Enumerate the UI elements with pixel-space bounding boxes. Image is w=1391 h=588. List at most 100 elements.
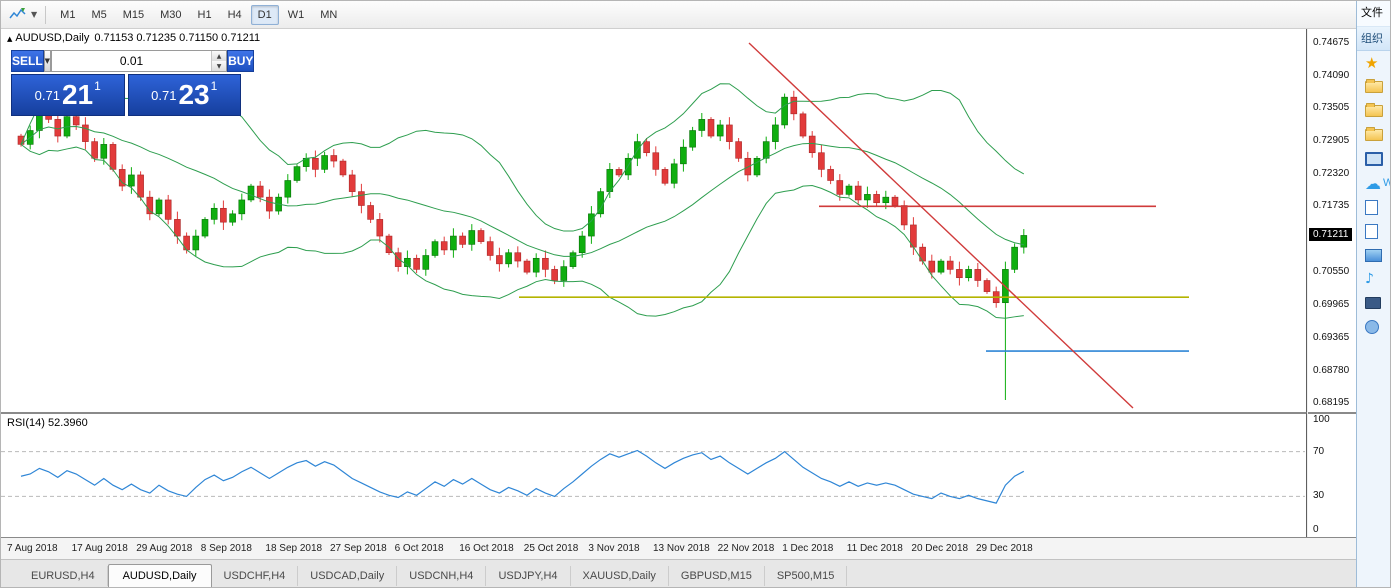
sidebar-item[interactable]: ♪: [1357, 267, 1390, 291]
chart-profile-icon[interactable]: [7, 6, 29, 24]
date-axis-label: 17 Aug 2018: [71, 543, 128, 554]
timeframe-button-h1[interactable]: H1: [197, 8, 212, 21]
chart-tab-usdjpy-h4[interactable]: USDJPY,H4: [486, 566, 571, 586]
date-axis-label: 11 Dec 2018: [846, 543, 903, 554]
sell-button[interactable]: SELL: [11, 50, 44, 72]
timeframe-button-m15[interactable]: M15: [122, 8, 145, 21]
timeframe-button-m1[interactable]: M1: [60, 8, 76, 21]
chart-title: ▲ AUDUSD,Daily 0.71153 0.71235 0.71150 0.7…: [7, 32, 260, 44]
buy-button[interactable]: BUY: [227, 50, 255, 72]
price-axis-label: 0.68195: [1313, 397, 1350, 408]
dropdown-caret-icon[interactable]: ▼: [31, 10, 38, 19]
document-icon: [1365, 223, 1378, 239]
date-axis-label: 16 Oct 2018: [459, 543, 514, 554]
sidebar-item[interactable]: [1357, 195, 1390, 219]
date-axis-label: 18 Sep 2018: [265, 543, 323, 554]
sidebar-item[interactable]: [1357, 123, 1390, 147]
date-axis-label: 8 Sep 2018: [200, 543, 252, 554]
rsi-axis-label: 100: [1313, 414, 1330, 425]
ohlc-values: 0.71153 0.71235 0.71150 0.71211: [94, 32, 261, 44]
date-axis-label: 1 Dec 2018: [782, 543, 834, 554]
date-axis-label: 29 Aug 2018: [136, 543, 193, 554]
explorer-nav-items: ★ ☁W ♪: [1357, 51, 1390, 339]
chart-area[interactable]: ▲ AUDUSD,Daily 0.71153 0.71235 0.71150 0.7…: [1, 29, 1307, 412]
sidebar-item[interactable]: [1357, 219, 1390, 243]
timeframe-button-m5[interactable]: M5: [91, 8, 107, 21]
buy-price-button[interactable]: 0.71 23 1: [127, 74, 241, 116]
sell-price-button[interactable]: 0.71 21 1: [11, 74, 125, 116]
timeframe-button-d1[interactable]: D1: [250, 4, 279, 25]
pictures-icon: [1365, 248, 1382, 262]
explorer-organize-button[interactable]: 组织: [1357, 27, 1390, 51]
chart-tab-audusd-daily[interactable]: AUDUSD,Daily: [107, 564, 212, 587]
chart-tab-bar: EURUSD,H4 AUDUSD,Daily USDCHF,H4 USDCAD,Dai…: [1, 559, 1356, 587]
volume-input[interactable]: [52, 51, 212, 71]
explorer-sidebar: 文件 组织 ★ ☁W ♪: [1356, 1, 1390, 587]
chart-tab-eurusd-h4[interactable]: EURUSD,H4: [19, 566, 108, 586]
sidebar-item[interactable]: [1357, 147, 1390, 171]
sidebar-item[interactable]: [1357, 243, 1390, 267]
chart-tab-usdchf-h4[interactable]: USDCHF,H4: [212, 566, 299, 586]
price-axis-label: 0.71735: [1313, 200, 1350, 212]
folder-icon: [1365, 103, 1383, 117]
price-axis[interactable]: 0.71211 0.74675 0.74090 0.73505 0.72905 0.72…: [1308, 29, 1356, 412]
rsi-axis-label: 70: [1313, 445, 1325, 457]
sell-price-sup: 1: [94, 79, 101, 93]
rsi-canvas[interactable]: [1, 414, 1305, 537]
timeframe-button-h4[interactable]: H4: [227, 8, 242, 21]
price-axis-label: 0.74675: [1313, 37, 1350, 48]
volume-increase-button[interactable]: ▲: [212, 51, 227, 61]
date-axis-label: 13 Nov 2018: [653, 543, 710, 554]
sidebar-item[interactable]: ☁W: [1357, 171, 1390, 195]
current-price-badge: 0.71211: [1309, 228, 1353, 242]
timeframe-button-w1[interactable]: W1: [287, 8, 305, 21]
timeframe-button-mn[interactable]: MN: [320, 8, 338, 21]
buy-price-sup: 1: [210, 79, 218, 93]
chart-tab-xauusd-daily[interactable]: XAUUSD,Daily: [571, 566, 669, 586]
price-axis-label: 0.72320: [1313, 167, 1350, 179]
star-icon: ★: [1365, 54, 1379, 72]
document-icon: [1365, 199, 1378, 215]
timeframe-toolbar: M1 M5 M15 M30 H1 H4 D1 W1 MN: [52, 4, 345, 25]
buy-price-big: 23: [178, 79, 210, 110]
price-axis-label: 0.69965: [1313, 298, 1350, 310]
volume-decrease-button[interactable]: ▼: [212, 61, 227, 71]
sell-price-prefix: 0.71: [34, 87, 60, 103]
price-axis-label: 0.72905: [1313, 135, 1350, 147]
sidebar-item[interactable]: [1357, 75, 1390, 99]
price-axis-label: 0.69365: [1313, 332, 1350, 343]
volume-box: ▲ ▼: [51, 50, 228, 72]
chart-tab-gbpusd-m15[interactable]: GBPUSD,M15: [669, 566, 765, 586]
rsi-axis-label: 30: [1313, 490, 1325, 502]
chart-tab-sp500-m15[interactable]: SP500,M15: [765, 566, 848, 586]
date-axis-label: 20 Dec 2018: [911, 543, 969, 554]
sidebar-item[interactable]: [1357, 315, 1390, 339]
volume-dropdown-button[interactable]: ▼: [43, 50, 52, 72]
cloud-icon: ☁: [1365, 173, 1381, 193]
sidebar-item[interactable]: ★: [1357, 51, 1390, 75]
symbol-period-label: AUDUSD,Daily: [15, 32, 90, 44]
rsi-panel[interactable]: RSI(14) 52.3960: [1, 412, 1307, 537]
monitor-icon: [1365, 152, 1383, 166]
sell-price-big: 21: [61, 79, 94, 110]
chart-tab-usdcnh-h4[interactable]: USDCNH,H4: [397, 566, 487, 586]
price-axis-label: 0.73505: [1313, 102, 1350, 113]
toolbar: ▼ M1 M5 M15 M30 H1 H4 D1 W1 MN: [1, 1, 1356, 29]
chart-expand-marker-icon[interactable]: ▲: [7, 35, 13, 43]
chart-tab-usdcad-daily[interactable]: USDCAD,Daily: [298, 566, 398, 586]
sidebar-item[interactable]: [1357, 291, 1390, 315]
volume-spinners: ▲ ▼: [211, 51, 227, 71]
date-axis-label: 7 Aug 2018: [7, 543, 58, 554]
timeframe-button-m30[interactable]: M30: [160, 8, 182, 21]
date-axis[interactable]: 7 Aug 2018 17 Aug 2018 29 Aug 2018 8 Sep 20…: [1, 537, 1356, 559]
date-axis-label: 22 Nov 2018: [717, 543, 775, 554]
explorer-file-menu[interactable]: 文件: [1357, 1, 1390, 27]
rsi-axis[interactable]: 100 70 30 0: [1308, 412, 1356, 537]
date-axis-label: 6 Oct 2018: [394, 543, 444, 554]
one-click-trading-panel: SELL ▼ ▲ ▼ BUY 0.71 21 1 0.7: [11, 50, 255, 116]
sidebar-item[interactable]: [1357, 99, 1390, 123]
price-axis-label: 0.74090: [1313, 69, 1350, 81]
main-chart-canvas[interactable]: [1, 29, 1307, 412]
rsi-axis-label: 0: [1313, 524, 1319, 535]
